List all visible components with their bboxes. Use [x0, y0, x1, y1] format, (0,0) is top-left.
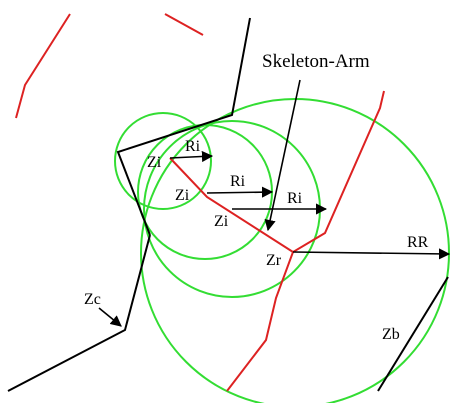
- boundary-lower-right: [377, 276, 449, 392]
- labels: Skeleton-Arm Zi Ri Zi Ri Zi Ri Zr RR Zc …: [84, 51, 429, 343]
- zb-label: Zb: [382, 326, 400, 343]
- zr-label: Zr: [266, 252, 282, 269]
- skeleton-fragment-top: [164, 13, 204, 36]
- boundary-lines: [7, 17, 449, 392]
- zc-label: Zc: [84, 291, 101, 308]
- rr-arrow: [292, 248, 451, 260]
- zi-label-2: Zi: [175, 187, 190, 204]
- skeleton-arm-label: Skeleton-Arm: [262, 51, 370, 72]
- ri-label-3: Ri: [287, 190, 303, 207]
- zi-label-3: Zi: [214, 213, 229, 230]
- ri-label-1: Ri: [185, 138, 201, 155]
- skeleton-arm-line: [169, 157, 294, 253]
- skeleton-fragment-top-left: [15, 13, 71, 119]
- zi-label-1: Zi: [147, 154, 162, 171]
- ri-arrow-2: [206, 186, 274, 198]
- rr-label: RR: [407, 234, 429, 251]
- ri-arrow-1: [169, 150, 214, 163]
- boundary-upper: [116, 17, 251, 236]
- boundary-lower-left: [7, 234, 151, 392]
- skeleton-arm-pointer: [264, 79, 301, 232]
- zc-pointer: [98, 307, 122, 327]
- arrows: [98, 79, 451, 327]
- ri-label-2: Ri: [230, 173, 246, 190]
